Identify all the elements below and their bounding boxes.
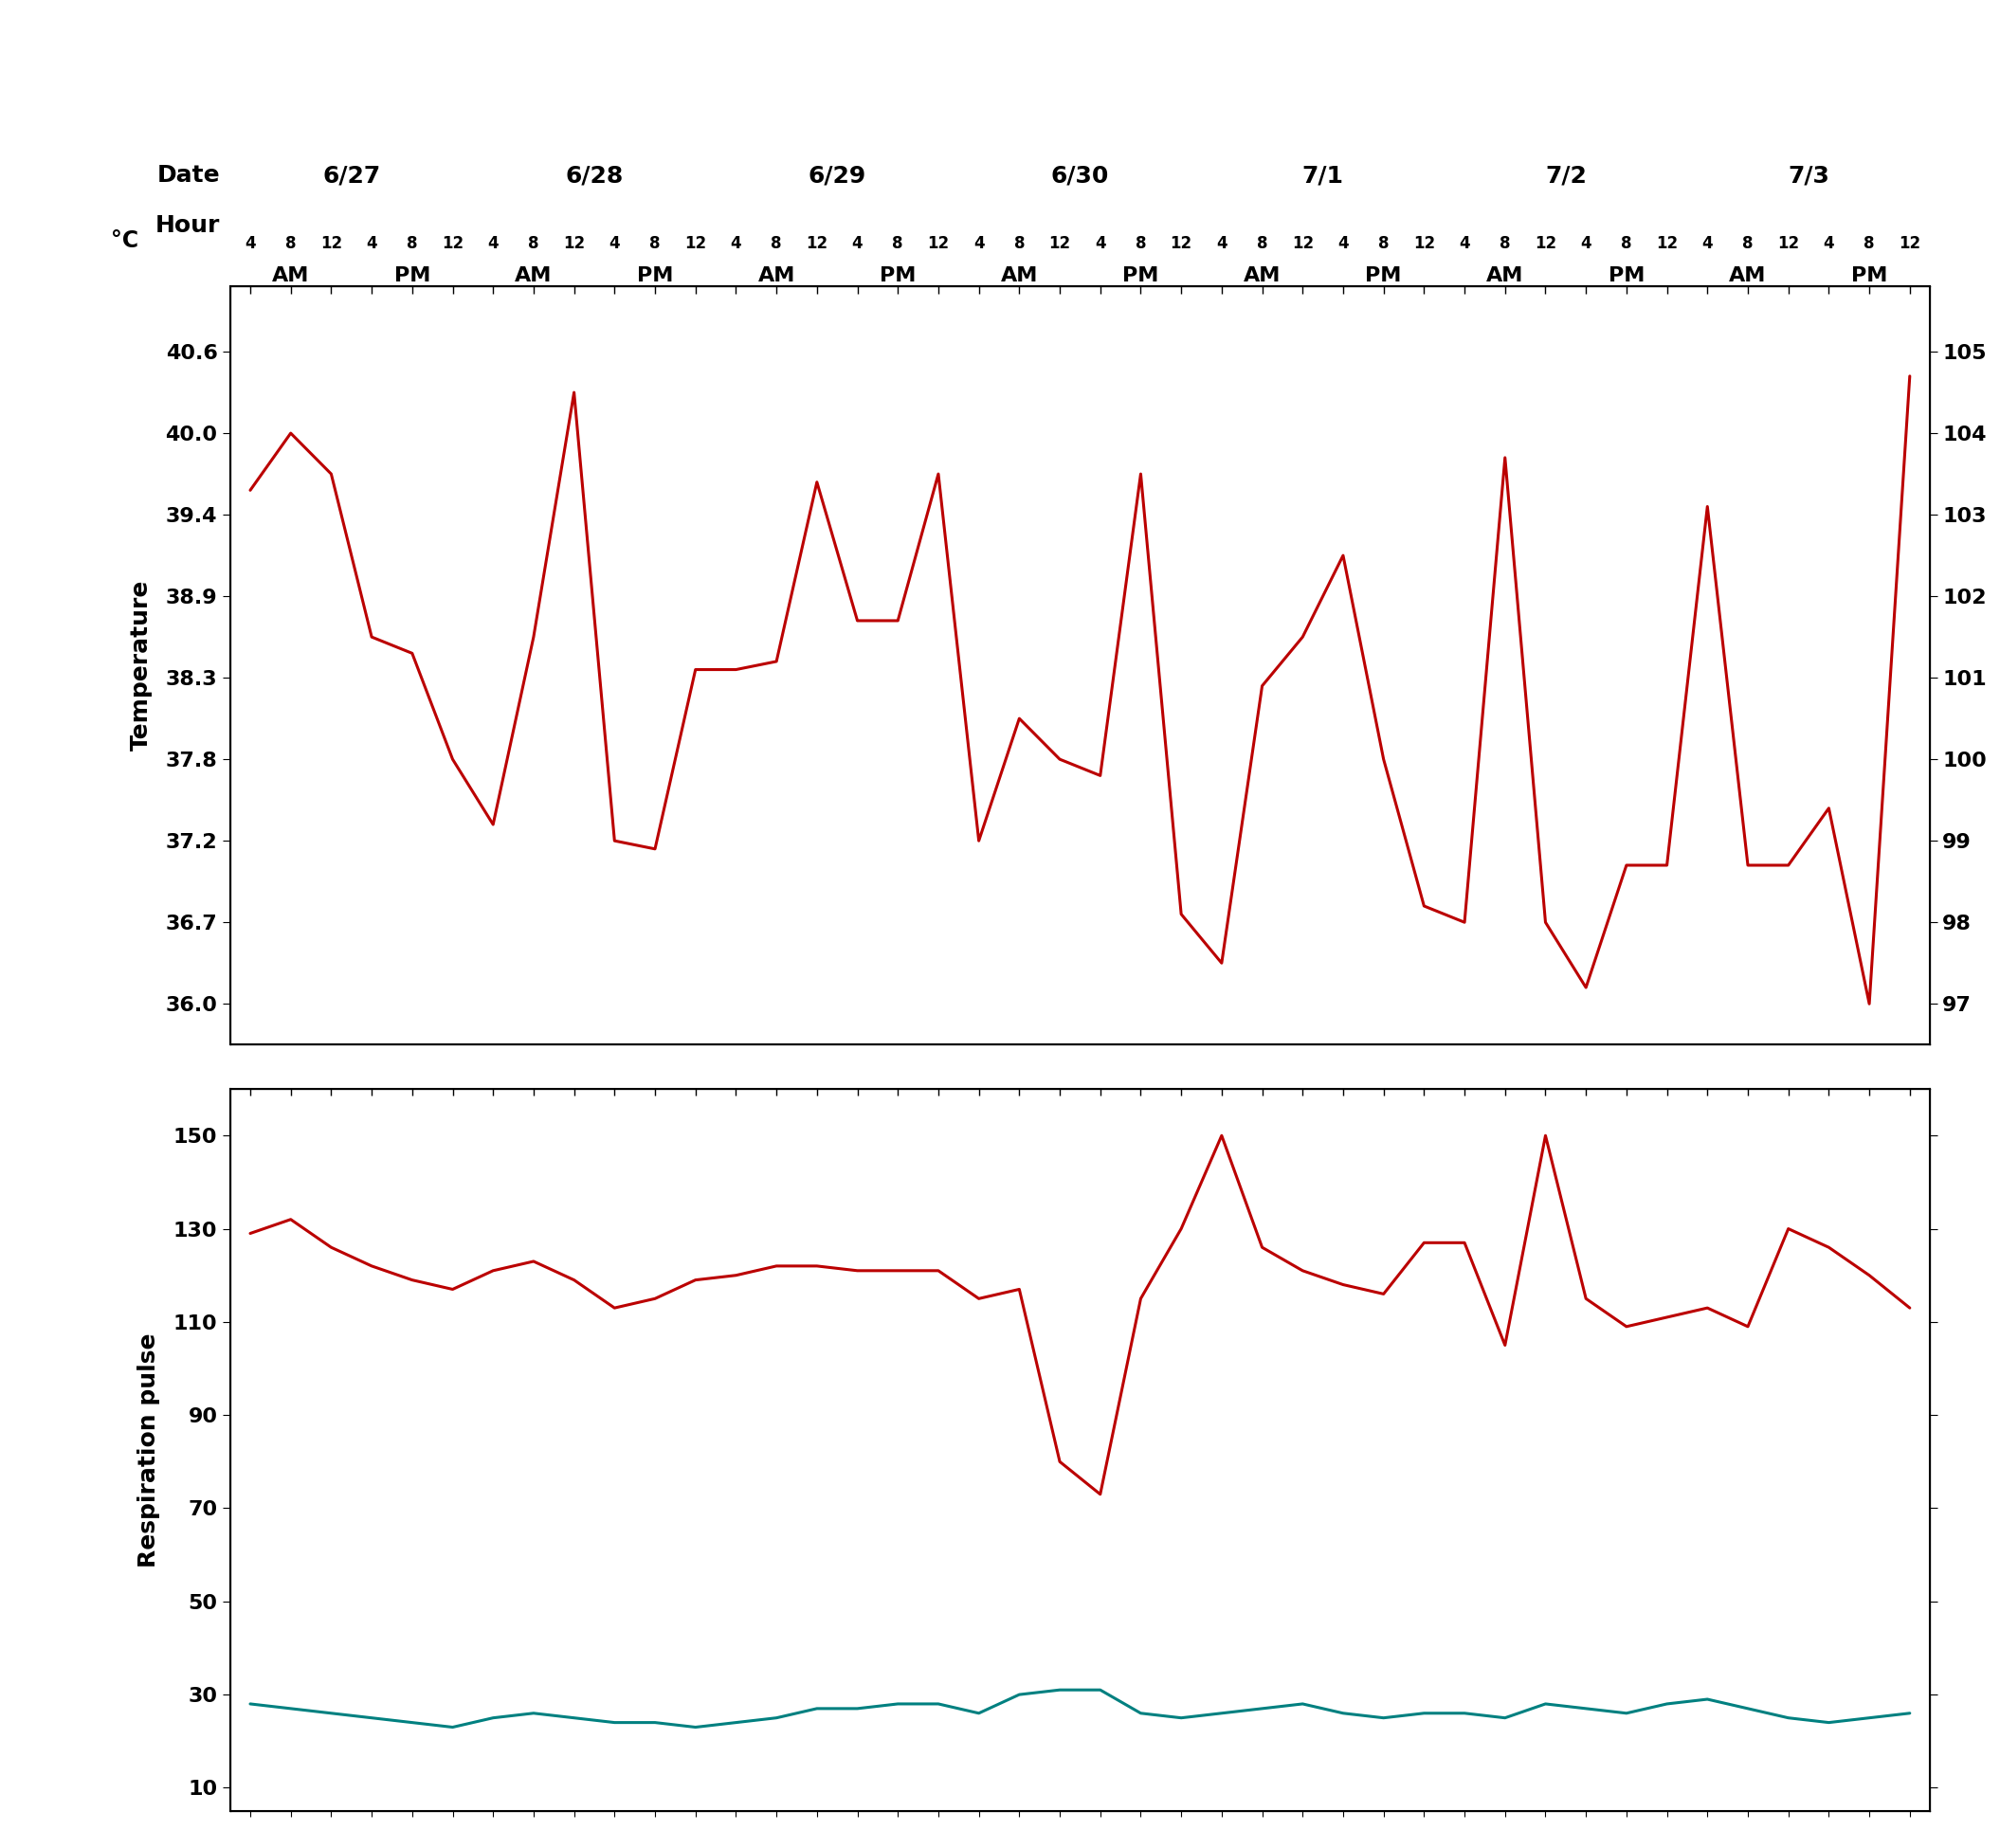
Text: 4: 4	[974, 235, 984, 253]
Y-axis label: Respiration pulse: Respiration pulse	[138, 1332, 160, 1567]
Text: 8: 8	[1864, 235, 1874, 253]
Text: 4: 4	[244, 235, 256, 253]
Text: AM: AM	[1730, 266, 1766, 285]
Text: 8: 8	[1136, 235, 1146, 253]
Text: 8: 8	[1500, 235, 1510, 253]
Text: 6/29: 6/29	[808, 164, 866, 187]
Text: 12: 12	[1778, 235, 1800, 253]
Text: 8: 8	[650, 235, 660, 253]
Text: 12: 12	[564, 235, 586, 253]
Text: AM: AM	[1000, 266, 1038, 285]
Text: PM: PM	[1608, 266, 1644, 285]
Text: 6/28: 6/28	[566, 164, 624, 187]
Text: 7/2: 7/2	[1544, 164, 1586, 187]
Text: 8: 8	[528, 235, 540, 253]
Text: 8: 8	[1620, 235, 1632, 253]
Text: 8: 8	[1014, 235, 1024, 253]
Text: 12: 12	[1048, 235, 1070, 253]
Text: Date: Date	[156, 164, 220, 187]
Text: PM: PM	[394, 266, 430, 285]
Text: 8: 8	[1256, 235, 1268, 253]
Text: 4: 4	[1580, 235, 1592, 253]
Text: 4: 4	[610, 235, 620, 253]
Text: °C: °C	[110, 229, 138, 253]
Text: 12: 12	[1534, 235, 1556, 253]
Text: 4: 4	[1094, 235, 1106, 253]
Text: 8: 8	[406, 235, 418, 253]
Text: 6/27: 6/27	[322, 164, 380, 187]
Text: 4: 4	[1460, 235, 1470, 253]
Text: 7/1: 7/1	[1302, 164, 1344, 187]
Text: PM: PM	[1366, 266, 1402, 285]
Text: 4: 4	[366, 235, 378, 253]
Text: PM: PM	[1852, 266, 1888, 285]
Text: 8: 8	[770, 235, 782, 253]
Text: 12: 12	[806, 235, 828, 253]
Text: 4: 4	[1702, 235, 1712, 253]
Text: 12: 12	[1898, 235, 1920, 253]
Text: 8: 8	[286, 235, 296, 253]
Text: 12: 12	[1170, 235, 1192, 253]
Text: 12: 12	[684, 235, 706, 253]
Text: PM: PM	[880, 266, 916, 285]
Text: PM: PM	[636, 266, 674, 285]
Text: 12: 12	[1656, 235, 1678, 253]
Text: AM: AM	[758, 266, 796, 285]
Text: 4: 4	[852, 235, 862, 253]
Text: 12: 12	[928, 235, 950, 253]
Text: 12: 12	[1414, 235, 1436, 253]
Text: AM: AM	[1486, 266, 1524, 285]
Text: 12: 12	[1292, 235, 1314, 253]
Text: 8: 8	[1742, 235, 1754, 253]
Text: PM: PM	[1122, 266, 1158, 285]
Text: 12: 12	[320, 235, 342, 253]
Text: 4: 4	[1338, 235, 1348, 253]
Text: 4: 4	[488, 235, 498, 253]
Text: 7/3: 7/3	[1788, 164, 1830, 187]
Text: AM: AM	[514, 266, 552, 285]
Text: 8: 8	[1378, 235, 1390, 253]
Text: 4: 4	[730, 235, 742, 253]
Text: 4: 4	[1824, 235, 1834, 253]
Text: 4: 4	[1216, 235, 1228, 253]
Text: 8: 8	[892, 235, 904, 253]
Text: AM: AM	[272, 266, 310, 285]
Text: Hour: Hour	[156, 214, 220, 237]
Text: 6/30: 6/30	[1050, 164, 1110, 187]
Y-axis label: Temperature: Temperature	[130, 580, 152, 750]
Text: AM: AM	[1244, 266, 1280, 285]
Text: 12: 12	[442, 235, 464, 253]
